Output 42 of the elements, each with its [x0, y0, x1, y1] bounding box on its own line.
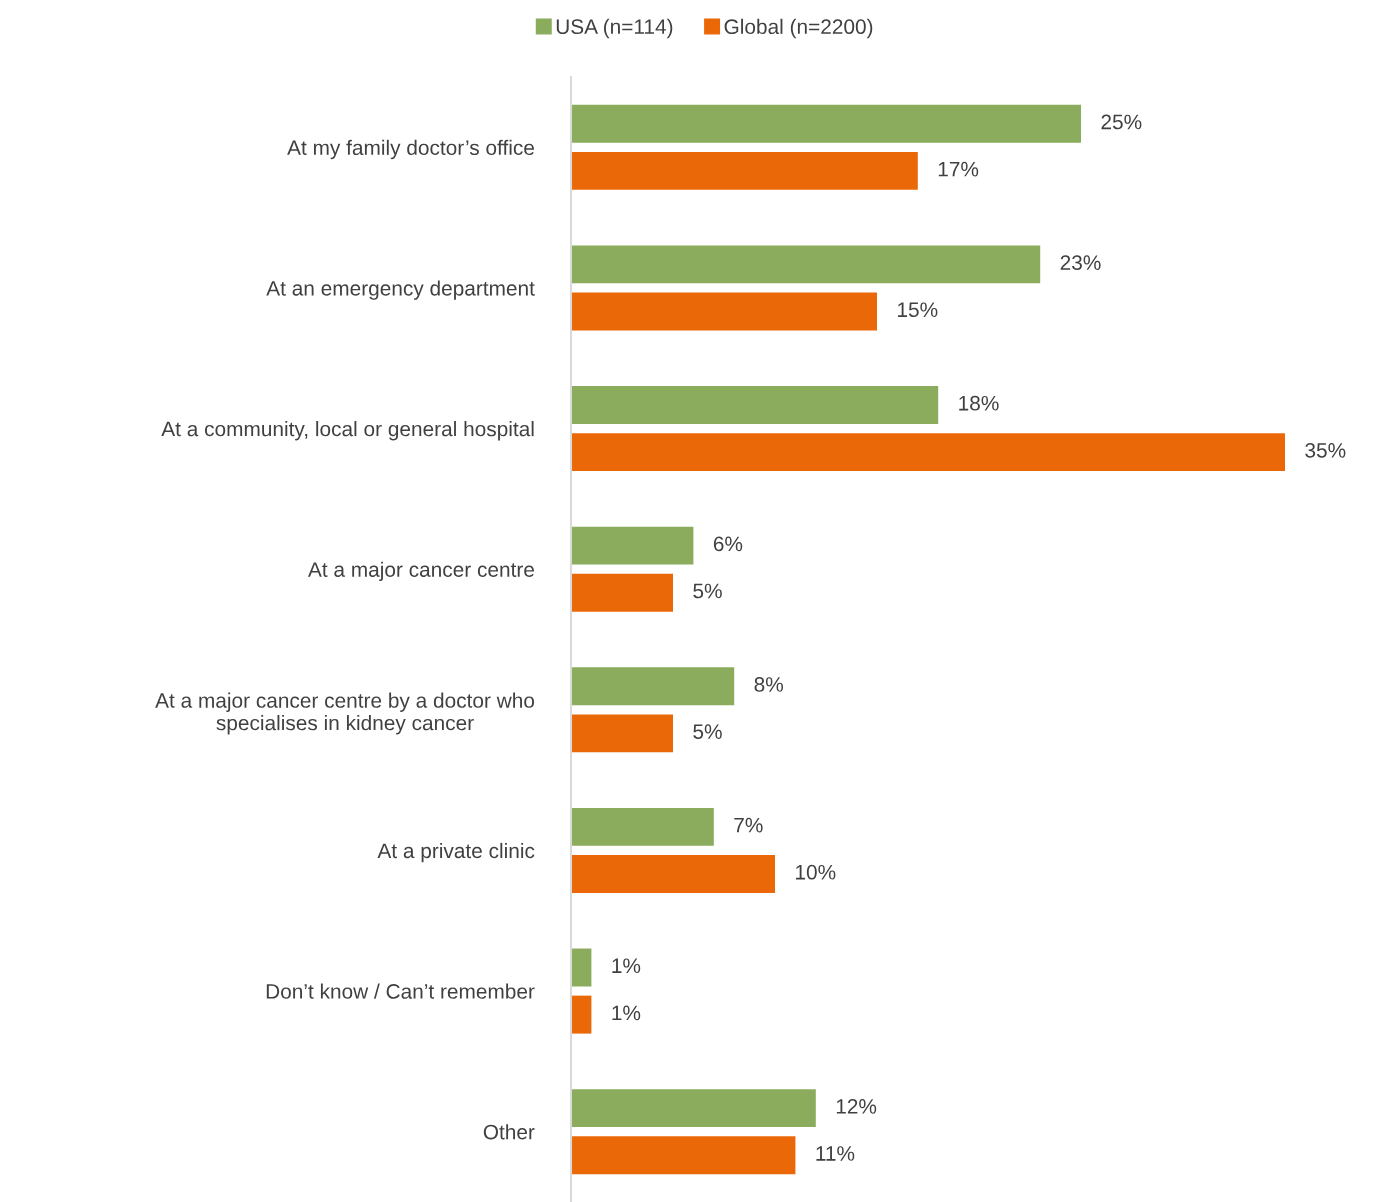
- data-label: 7%: [734, 817, 763, 833]
- data-label: 6%: [713, 536, 743, 552]
- y-tick-label: Don’t know / Can’t remember: [266, 983, 535, 999]
- bar: [571, 386, 939, 424]
- bar: [571, 573, 673, 612]
- legend-label: USA (n=114): [556, 18, 673, 39]
- data-label: 10%: [796, 864, 836, 880]
- bar: [571, 1136, 796, 1175]
- bar: [571, 526, 694, 565]
- data-label: 5%: [693, 724, 722, 739]
- data-label: 25%: [1101, 114, 1142, 130]
- bar: [571, 245, 1041, 284]
- bar: [571, 855, 775, 893]
- data-label: 12%: [836, 1098, 877, 1114]
- data-label: 8%: [754, 677, 784, 692]
- y-tick-label: At a major cancer centre by a doctor who specialises in kidney cancer: [155, 692, 535, 735]
- bar: [571, 807, 714, 846]
- y-tick-label: Other: [483, 1124, 535, 1140]
- bar: [571, 104, 1081, 143]
- legend-label: Global (n=2200): [724, 18, 873, 39]
- y-tick-label: At a community, local or general hospital: [161, 421, 534, 441]
- data-label: 15%: [898, 302, 938, 318]
- y-tick-label: At an emergency department: [266, 280, 535, 300]
- bar: [571, 667, 735, 706]
- bar: [571, 433, 1285, 472]
- data-label: 35%: [1305, 442, 1346, 458]
- data-label: 11%: [816, 1146, 855, 1161]
- data-label: 23%: [1060, 255, 1101, 270]
- data-label: 17%: [938, 161, 979, 177]
- bar: [571, 948, 592, 987]
- bar: [571, 995, 592, 1034]
- data-label: 5%: [693, 583, 722, 599]
- bar: [571, 151, 918, 190]
- y-tick-label: At a private clinic: [377, 842, 535, 863]
- bar: [571, 714, 673, 753]
- data-label: 1%: [612, 958, 641, 974]
- bar: [571, 292, 877, 331]
- bar: [571, 1089, 816, 1128]
- y-tick-label: At a major cancer centre: [308, 561, 534, 582]
- y-tick-label: At my family doctor’s office: [287, 139, 534, 160]
- data-label: 18%: [959, 395, 999, 411]
- data-label: 1%: [612, 1005, 641, 1021]
